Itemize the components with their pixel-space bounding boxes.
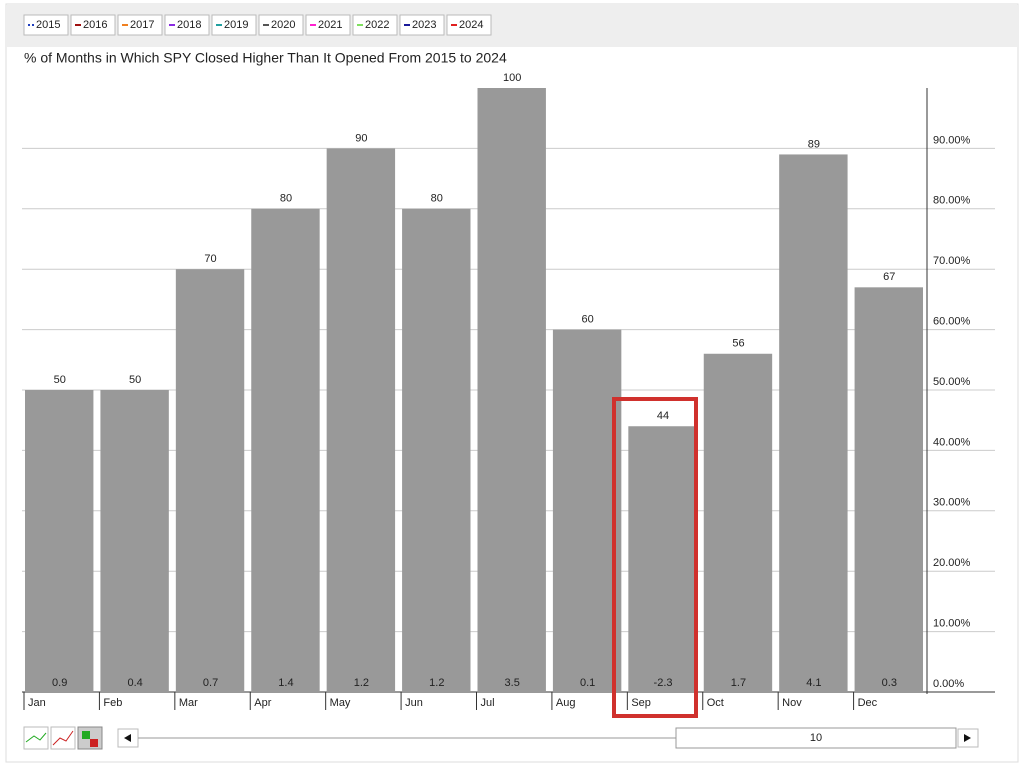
legend-item[interactable] [305, 14, 351, 36]
y-tick-label: 50.00% [933, 376, 971, 388]
y-tick-label: 10.00% [933, 618, 971, 630]
legend-label: 2024 [459, 19, 483, 31]
x-tick-label: Apr [254, 697, 271, 709]
value-label: 80 [280, 193, 292, 205]
bar [854, 287, 923, 692]
return-label: 0.7 [203, 677, 218, 689]
scroll-thumb[interactable] [675, 727, 957, 749]
bar [326, 148, 396, 692]
value-label: 67 [883, 271, 895, 283]
legend-item[interactable] [70, 14, 116, 36]
return-label: 0.9 [52, 677, 67, 689]
y-tick-label: 80.00% [933, 195, 971, 207]
return-label: 1.2 [354, 677, 369, 689]
x-tick-label: Jan [28, 697, 46, 709]
y-tick-label: 70.00% [933, 255, 971, 267]
bar [175, 269, 245, 692]
icon-line [25, 732, 47, 743]
legend-item[interactable] [117, 14, 163, 36]
legend-label: 2015 [36, 19, 60, 31]
chart-title: % of Months in Which SPY Closed Higher T… [24, 50, 507, 66]
bar [25, 390, 94, 692]
controls: 10 [23, 726, 979, 750]
value-label: 44 [657, 410, 669, 422]
x-tick-label: Feb [103, 697, 122, 709]
y-tick-label: 20.00% [933, 557, 971, 569]
icon-sq [90, 739, 98, 747]
x-tick-label: Nov [782, 697, 802, 709]
x-tick-label: May [330, 697, 351, 709]
plot: 2015 2016 2017 2018 2019 2020 2021 2022 2023 2024… [22, 14, 995, 710]
value-label: 100 [503, 72, 521, 84]
y-tick-label: 40.00% [933, 436, 971, 448]
bar [477, 88, 546, 692]
legend-item[interactable] [164, 14, 210, 36]
legend-label: 2018 [177, 19, 201, 31]
value-label: 50 [129, 374, 141, 386]
return-label: 4.1 [806, 677, 821, 689]
x-tick-label: Dec [858, 697, 878, 709]
bar [402, 208, 471, 693]
return-label: 1.7 [731, 677, 746, 689]
value-label: 90 [355, 132, 367, 144]
x-tick-label: Aug [556, 697, 576, 709]
x-tick-label: Sep [631, 697, 651, 709]
legend-item[interactable] [23, 14, 69, 36]
legend-item[interactable] [211, 14, 257, 36]
bar [703, 353, 773, 692]
value-label: 80 [431, 193, 443, 205]
scroll-value: 10 [810, 732, 822, 744]
y-tick-label: 30.00% [933, 497, 971, 509]
value-label: 60 [582, 314, 594, 326]
value-label: 56 [732, 338, 744, 350]
x-tick-label: Mar [179, 697, 198, 709]
highlight [612, 397, 698, 718]
icon-line [52, 730, 74, 746]
line-icon-2[interactable] [50, 726, 76, 750]
value-label: 89 [808, 138, 820, 150]
bar [628, 426, 697, 692]
x-tick-label: Jun [405, 697, 423, 709]
arrow [964, 734, 971, 742]
return-label: 1.2 [429, 677, 444, 689]
legend-item[interactable] [258, 14, 304, 36]
x-tick-label: Jul [481, 697, 495, 709]
bar [779, 154, 848, 692]
legend-item[interactable] [399, 14, 445, 36]
value-label: 70 [204, 253, 216, 265]
legend-label: 2016 [83, 19, 107, 31]
icon-sq [82, 731, 90, 739]
bar [552, 329, 622, 692]
return-label: 0.3 [882, 677, 897, 689]
value-label: 50 [54, 374, 66, 386]
return-label: 0.1 [580, 677, 595, 689]
arrow [124, 734, 131, 742]
return-label: -2.3 [654, 677, 673, 689]
legend-label: 2019 [224, 19, 248, 31]
line-icon[interactable] [23, 726, 49, 750]
y-tick-label: 0.00% [933, 678, 964, 690]
legend-item[interactable] [446, 14, 492, 36]
y-tick-label: 90.00% [933, 134, 971, 146]
legend-item[interactable] [352, 14, 398, 36]
legend-label: 2021 [318, 19, 342, 31]
bar [100, 390, 169, 692]
legend-label: 2023 [412, 19, 436, 31]
legend-label: 2020 [271, 19, 295, 31]
legend-label: 2017 [130, 19, 154, 31]
x-tick-label: Oct [707, 697, 724, 709]
legend-label: 2022 [365, 19, 389, 31]
return-label: 3.5 [505, 677, 520, 689]
bar [251, 208, 320, 693]
y-tick-label: 60.00% [933, 316, 971, 328]
return-label: 0.4 [127, 677, 142, 689]
return-label: 1.4 [278, 677, 293, 689]
